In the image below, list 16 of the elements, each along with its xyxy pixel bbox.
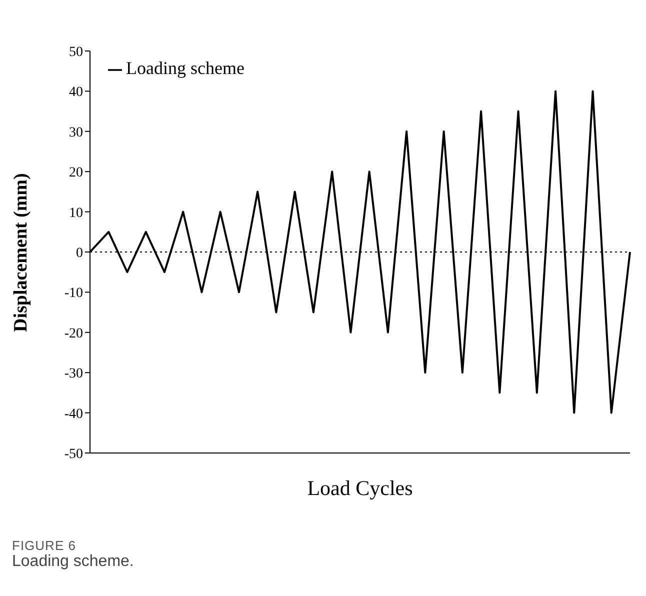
caption: FIGURE 6: [12, 538, 77, 553]
legend-label: Loading scheme: [126, 58, 244, 78]
x-axis-title: Load Cycles: [307, 476, 413, 500]
y-tick-label: 0: [76, 246, 83, 261]
y-tick-label: -10: [64, 286, 83, 302]
y-tick-label: 40: [69, 85, 83, 100]
y-tick-label: -30: [64, 366, 83, 382]
y-tick-label: 20: [69, 166, 83, 181]
y-tick-label: 50: [69, 44, 83, 60]
y-tick-label: -40: [64, 406, 83, 422]
y-tick-label: 30: [69, 125, 83, 140]
y-tick-label: -50: [64, 446, 83, 462]
y-axis-title: Displacement (mm): [10, 173, 32, 332]
y-tick-label: -20: [64, 326, 83, 342]
text: Loading scheme.: [12, 553, 135, 571]
y-tick-label: 10: [69, 206, 83, 221]
